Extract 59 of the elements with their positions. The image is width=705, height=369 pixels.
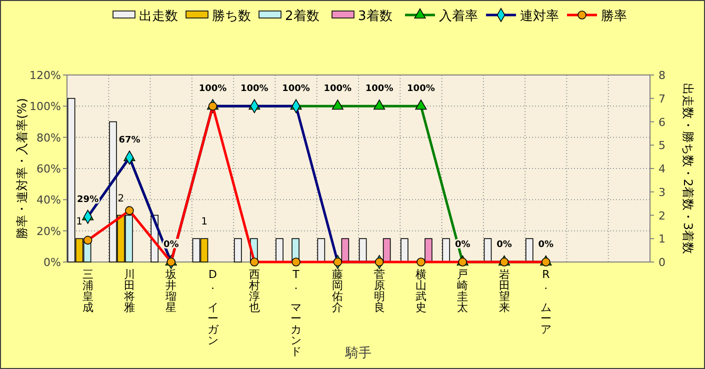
data-label: 1 <box>201 216 208 228</box>
x-tick-label: R. ムーア <box>540 268 552 336</box>
data-label: 100% <box>407 84 435 94</box>
y2-tick-label: 7 <box>658 92 666 106</box>
data-label: 100% <box>324 84 352 94</box>
bar <box>484 238 492 262</box>
y-tick-label: 120% <box>30 69 61 82</box>
bar <box>358 238 367 262</box>
bar <box>276 238 284 262</box>
x-tick-label: 三浦皇成 <box>82 268 94 314</box>
data-label: 2 <box>118 193 124 204</box>
legend-label: 2着数 <box>285 8 320 24</box>
y-tick-label: 40% <box>36 194 61 207</box>
x-tick-label: 戸崎圭太 <box>457 268 468 314</box>
legend-label: 入着率 <box>439 8 478 24</box>
legend-label: 勝率 <box>601 8 627 24</box>
x-tick-label: T. マーカンド <box>290 268 302 358</box>
legend-label: 勝ち数 <box>212 9 251 24</box>
y2-tick-label: 5 <box>658 139 666 152</box>
y2-tick-label: 4 <box>658 162 666 176</box>
data-label: 100% <box>198 84 227 94</box>
x-tick-label: 菅原明良 <box>374 268 385 314</box>
legend-label: 出走数 <box>139 9 178 24</box>
x-axis-title: 騎手 <box>344 346 372 361</box>
data-label: 0% <box>538 240 554 250</box>
bar <box>525 238 534 262</box>
y-tick-label: 100% <box>30 100 61 114</box>
bar <box>234 238 242 262</box>
bar <box>400 238 408 262</box>
data-label: 67% <box>118 136 140 146</box>
y2-tick-label: 0 <box>658 256 666 269</box>
y2-tick-label: 3 <box>658 186 666 199</box>
data-label: 1 <box>76 216 83 228</box>
x-tick-label: 藤岡佑介 <box>332 268 344 314</box>
y2-tick-label: 2 <box>658 209 666 222</box>
y-tick-label: 20% <box>36 224 61 238</box>
x-tick-label: D. イーガン <box>207 268 220 347</box>
legend-label: 3着数 <box>358 8 392 24</box>
x-tick-label: 横山武史 <box>415 268 426 314</box>
data-label: 100% <box>365 84 394 94</box>
x-tick-label: 岩田望来 <box>498 268 510 314</box>
legend-label: 連対率 <box>520 8 559 24</box>
bar <box>317 238 326 262</box>
y-axis-title: 勝率・連対率・入着率(%) <box>15 98 29 239</box>
data-label: 100% <box>240 84 268 94</box>
x-tick-label: 坂井瑠星 <box>164 268 177 314</box>
x-tick-label: 西村淳也 <box>248 268 260 314</box>
y2-tick-label: 6 <box>658 116 666 129</box>
data-label: 0% <box>496 240 512 250</box>
data-label: 100% <box>282 84 310 94</box>
y-tick-label: 60% <box>36 162 61 176</box>
data-label: 29% <box>77 194 99 205</box>
bar <box>442 238 450 262</box>
y2-tick-label: 1 <box>658 232 666 246</box>
y-tick-label: 0% <box>44 256 61 269</box>
x-tick-label: 川田将雅 <box>122 268 135 314</box>
y-tick-label: 80% <box>36 131 61 144</box>
y2-axis-title: 出走数・勝ち数・2着数・3着数 <box>681 82 695 254</box>
y2-tick-label: 8 <box>658 69 666 82</box>
